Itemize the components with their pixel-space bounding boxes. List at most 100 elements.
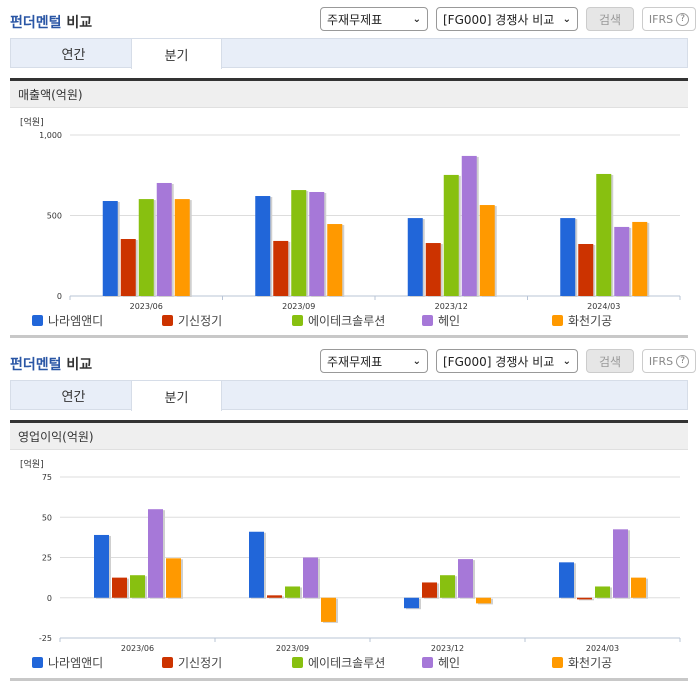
bar[interactable] (130, 575, 145, 598)
legend-swatch (162, 315, 173, 326)
bar[interactable] (422, 582, 437, 598)
legend-item[interactable]: 헤인 (422, 654, 460, 671)
bar[interactable] (461, 155, 477, 296)
chevron-down-icon: ⌄ (562, 13, 571, 25)
legend-label: 화천기공 (568, 656, 613, 670)
controls-bar: 주재무제표 ⌄ [FG000] 경쟁사 비교 ⌄ 검색 IFRS ? (320, 7, 696, 31)
chevron-down-icon: ⌄ (412, 13, 421, 25)
legend-swatch (422, 315, 433, 326)
y-tick-label: 0 (57, 292, 62, 301)
chevron-down-icon: ⌄ (562, 355, 571, 367)
search-button[interactable]: 검색 (586, 7, 634, 31)
legend-label: 헤인 (438, 314, 461, 328)
bar[interactable] (291, 190, 307, 296)
help-icon[interactable]: ? (676, 12, 690, 26)
section-title: 펀더멘털 비교 (10, 354, 92, 374)
tab-annual[interactable]: 연간 (61, 47, 86, 63)
ifrs-button[interactable]: IFRS ? (642, 349, 696, 373)
bar[interactable] (425, 243, 441, 296)
legend-item[interactable]: 화천기공 (552, 654, 612, 671)
metric-title: 매출액(억원) (10, 78, 688, 108)
bar[interactable] (327, 224, 343, 296)
legend-swatch (292, 315, 303, 326)
ifrs-button[interactable]: IFRS ? (642, 7, 696, 31)
legend-item[interactable]: 기신정기 (162, 312, 222, 329)
operating-profit-chart: [억원] -25 0 25 50 75 2023/06 2023/09 2023/12 2024/… (10, 452, 688, 680)
bar-shadow (579, 598, 594, 601)
legend-swatch (162, 657, 173, 668)
bar[interactable] (404, 597, 419, 609)
bar[interactable] (148, 509, 163, 598)
bar[interactable] (614, 226, 630, 296)
legend-label: 나라엠앤디 (48, 656, 104, 670)
chevron-down-icon: ⌄ (412, 355, 421, 367)
legend-item[interactable]: 나라엠앤디 (32, 654, 103, 671)
bar[interactable] (255, 196, 271, 296)
bar[interactable] (596, 173, 612, 296)
statement-select[interactable]: 주재무제표 ⌄ (320, 349, 428, 373)
controls-bar: 주재무제표 ⌄ [FG000] 경쟁사 비교 ⌄ 검색 IFRS ? (320, 349, 696, 373)
bar[interactable] (120, 239, 136, 296)
legend-item[interactable]: 기신정기 (162, 654, 222, 671)
legend-item[interactable]: 나라엠앤디 (32, 312, 103, 329)
bar[interactable] (631, 577, 646, 598)
legend-swatch (32, 657, 43, 668)
legend-item[interactable]: 에이테크솔루션 (292, 312, 385, 329)
search-button[interactable]: 검색 (586, 349, 634, 373)
tab-quarterly[interactable]: 분기 (131, 380, 222, 411)
bar[interactable] (112, 577, 127, 598)
bar[interactable] (138, 199, 154, 296)
chart-legend: 나라엠앤디 기신정기 에이테크솔루션 헤인 화천기공 (10, 654, 688, 670)
y-tick-label: -25 (39, 634, 52, 643)
period-tabs: 연간 분기 (10, 38, 688, 69)
bar[interactable] (559, 562, 574, 598)
bar[interactable] (476, 597, 491, 604)
group-select[interactable]: [FG000] 경쟁사 비교 ⌄ (436, 7, 578, 31)
bar[interactable] (303, 557, 318, 598)
bar[interactable] (285, 586, 300, 598)
legend-label: 기신정기 (178, 656, 223, 670)
bar[interactable] (156, 182, 172, 296)
legend-item[interactable]: 에이테크솔루션 (292, 654, 385, 671)
legend-item[interactable]: 헤인 (422, 312, 460, 329)
y-tick-label: 500 (47, 212, 62, 221)
bar[interactable] (166, 558, 181, 598)
bar[interactable] (560, 218, 576, 296)
unit-label: [억원] (20, 116, 44, 128)
bar[interactable] (578, 243, 594, 296)
bar[interactable] (479, 205, 495, 296)
title-fundamental: 펀더멘털 (10, 15, 62, 31)
bar[interactable] (440, 575, 455, 598)
y-tick-label: 75 (42, 473, 52, 482)
bar[interactable] (458, 559, 473, 598)
bar[interactable] (613, 529, 628, 598)
bar[interactable] (267, 595, 282, 598)
bar[interactable] (273, 240, 289, 296)
x-tick-label: 2024/03 (586, 644, 619, 653)
bar[interactable] (407, 218, 423, 296)
bar[interactable] (577, 597, 592, 600)
tab-quarterly[interactable]: 분기 (131, 38, 222, 69)
bar[interactable] (102, 201, 118, 296)
help-icon[interactable]: ? (676, 354, 690, 368)
bar[interactable] (249, 531, 264, 598)
x-tick-label: 2023/06 (121, 644, 154, 653)
tab-annual[interactable]: 연간 (61, 389, 86, 405)
bar[interactable] (174, 199, 190, 296)
bar[interactable] (632, 221, 648, 296)
legend-item[interactable]: 화천기공 (552, 312, 612, 329)
period-tabs: 연간 분기 (10, 380, 688, 411)
title-compare: 비교 (66, 15, 93, 31)
ifrs-label: IFRS (648, 12, 674, 26)
revenue-chart: [억원] 0 500 1,000 2023/06 2023/09 2023/12 2024/0… (10, 110, 688, 336)
divider (10, 678, 688, 681)
bar[interactable] (309, 191, 325, 296)
bar[interactable] (94, 534, 109, 598)
statement-select[interactable]: 주재무제표 ⌄ (320, 7, 428, 31)
bar[interactable] (595, 586, 610, 598)
legend-swatch (552, 315, 563, 326)
bar[interactable] (321, 597, 336, 622)
title-compare: 비교 (66, 357, 93, 373)
group-select[interactable]: [FG000] 경쟁사 비교 ⌄ (436, 349, 578, 373)
bar[interactable] (443, 174, 459, 296)
